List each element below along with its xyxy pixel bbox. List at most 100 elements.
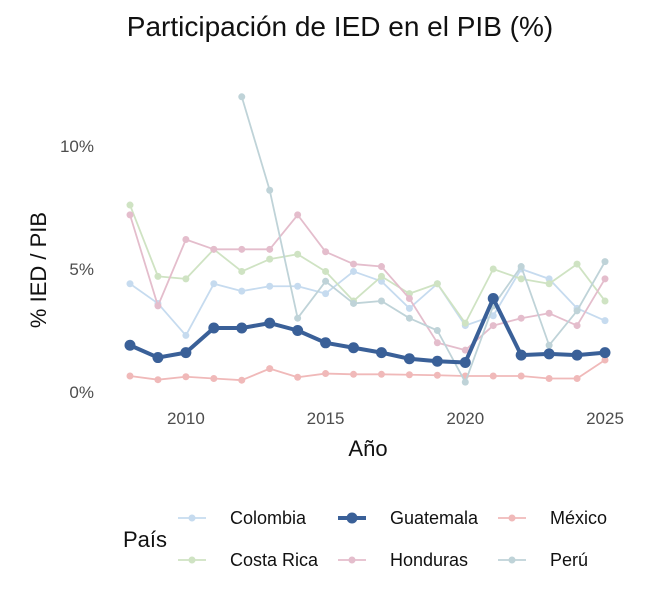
data-point: [266, 365, 274, 373]
data-point: [377, 370, 385, 378]
data-point: [350, 370, 358, 378]
data-point: [236, 322, 248, 334]
legend-item: Guatemala: [338, 508, 479, 528]
data-point: [545, 275, 553, 283]
legend-label: Perú: [550, 550, 588, 570]
data-point: [545, 280, 553, 288]
legend-label: Costa Rica: [230, 550, 319, 570]
x-tick-label: 2025: [586, 409, 624, 428]
data-point: [573, 322, 581, 330]
legend-label: Colombia: [230, 508, 307, 528]
data-point: [238, 93, 246, 101]
data-point: [266, 255, 274, 263]
data-point: [377, 277, 385, 285]
x-axis-label: Año: [348, 436, 387, 461]
data-point: [154, 302, 162, 310]
chart-title: Participación de IED en el PIB (%): [127, 11, 553, 42]
y-tick-label: 0%: [69, 383, 94, 402]
data-point: [377, 297, 385, 305]
data-point: [461, 346, 469, 354]
data-point: [405, 304, 413, 312]
data-point: [320, 337, 332, 349]
data-point: [322, 267, 330, 275]
data-point: [294, 373, 302, 381]
legend-item: Costa Rica: [178, 550, 319, 570]
data-point: [238, 376, 246, 384]
data-point: [461, 319, 469, 327]
data-point: [545, 341, 553, 349]
series-honduras: [126, 211, 609, 354]
data-point: [517, 314, 525, 322]
data-point: [152, 352, 164, 364]
y-ticks: 0% 5% 10%: [60, 137, 94, 402]
legend-key-point: [348, 556, 356, 564]
data-point: [461, 378, 469, 386]
data-point: [264, 317, 276, 329]
data-point: [154, 376, 162, 384]
y-axis-label: % IED / PIB: [26, 212, 51, 328]
data-point: [601, 356, 609, 364]
data-point: [375, 347, 387, 359]
data-point: [601, 275, 609, 283]
data-point: [545, 374, 553, 382]
data-point: [208, 322, 220, 334]
y-tick-label: 10%: [60, 137, 94, 156]
data-point: [517, 372, 525, 380]
data-point: [515, 349, 527, 361]
data-point: [489, 372, 497, 380]
x-tick-label: 2015: [307, 409, 345, 428]
data-point: [266, 245, 274, 253]
data-point: [266, 282, 274, 290]
legend-title: País: [123, 527, 167, 552]
y-tick-label: 5%: [69, 260, 94, 279]
data-point: [350, 267, 358, 275]
series-line: [129, 268, 606, 337]
data-point: [459, 356, 471, 368]
data-point: [431, 355, 443, 367]
data-point: [571, 349, 583, 361]
legend-key-point: [508, 514, 516, 522]
data-point: [543, 348, 555, 360]
data-point: [573, 260, 581, 268]
series-line: [129, 359, 606, 382]
data-point: [238, 267, 246, 275]
legend-label: Guatemala: [390, 508, 479, 528]
data-point: [433, 339, 441, 347]
series-lines: [124, 93, 611, 386]
data-point: [403, 353, 415, 365]
legend-key-point: [188, 514, 196, 522]
data-point: [294, 250, 302, 258]
data-point: [210, 374, 218, 382]
data-point: [322, 290, 330, 298]
data-point: [210, 245, 218, 253]
data-point: [182, 331, 190, 339]
data-point: [433, 327, 441, 334]
data-point: [517, 263, 525, 271]
series-perú: [238, 93, 609, 386]
data-point: [433, 371, 441, 379]
data-point: [238, 287, 246, 295]
x-tick-label: 2010: [167, 409, 205, 428]
data-point: [126, 280, 134, 288]
data-point: [154, 272, 162, 280]
data-point: [292, 325, 304, 336]
data-point: [517, 275, 525, 283]
series-line: [129, 213, 606, 352]
data-point: [433, 280, 441, 288]
series-line: [240, 96, 606, 384]
data-point: [238, 245, 246, 253]
data-point: [322, 370, 330, 378]
data-point: [210, 280, 218, 288]
legend-item: Honduras: [338, 550, 468, 570]
data-point: [489, 322, 497, 330]
legend-key-point: [188, 556, 196, 564]
data-point: [124, 339, 136, 351]
data-point: [545, 309, 553, 317]
legend-item: Perú: [498, 550, 588, 570]
data-point: [601, 317, 609, 325]
data-point: [126, 211, 134, 219]
legend-item: México: [498, 508, 607, 528]
data-point: [182, 373, 190, 381]
legend-item: Colombia: [178, 508, 307, 528]
